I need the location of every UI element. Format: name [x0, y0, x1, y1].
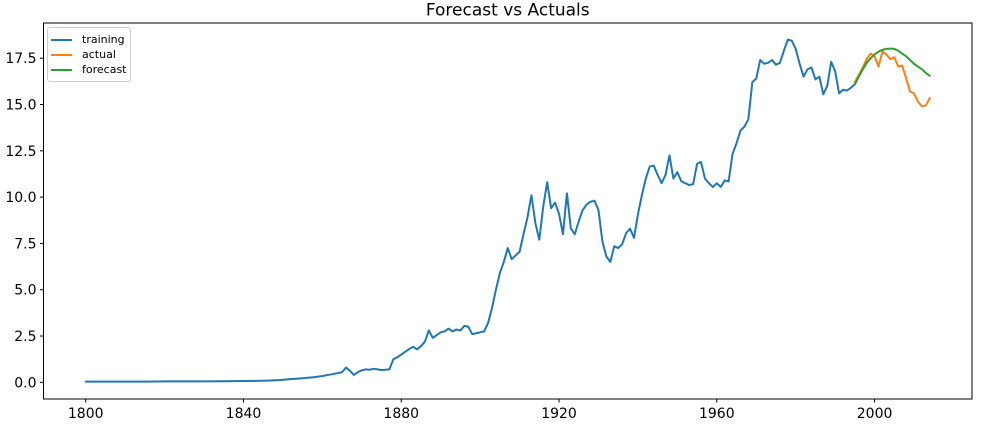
y-tick-label: 17.5	[5, 51, 36, 67]
y-tick-label: 12.5	[5, 144, 36, 160]
y-axis: 0.0 2.5 5.0 7.5 10.0 12.5 15.0 17.5	[5, 51, 44, 391]
actual-line-icon	[51, 53, 72, 56]
x-tick-label: 1880	[383, 406, 419, 422]
series-line-actual	[853, 50, 931, 108]
forecast-line-icon	[51, 68, 72, 71]
y-tick-label: 2.5	[14, 329, 36, 345]
legend: training actual forecast	[47, 27, 131, 82]
legend-label-training: training	[82, 33, 125, 46]
chart-title: Forecast vs Actuals	[426, 1, 590, 21]
x-tick-label: 1920	[541, 406, 577, 422]
y-tick-label: 10.0	[5, 190, 36, 206]
y-tick-label: 7.5	[14, 236, 36, 252]
legend-item-forecast: forecast	[51, 63, 127, 76]
x-tick-label: 2000	[857, 406, 893, 422]
plot-frame	[43, 22, 973, 400]
legend-item-actual: actual	[51, 48, 124, 61]
y-tick-label: 15.0	[5, 97, 36, 113]
legend-item-training: training	[51, 33, 125, 46]
x-tick-label: 1840	[226, 406, 262, 422]
x-tick-label: 1960	[699, 406, 735, 422]
legend-label-forecast: forecast	[82, 63, 127, 76]
training-line-icon	[51, 38, 72, 41]
x-axis: 1800 1840 1880 1920 1960 2000	[68, 399, 893, 422]
plot-lines	[84, 38, 931, 383]
series-line-forecast	[853, 47, 931, 86]
x-tick-label: 1800	[68, 406, 104, 422]
series-line-training	[84, 38, 856, 383]
y-tick-label: 0.0	[14, 375, 36, 391]
legend-label-actual: actual	[82, 48, 116, 61]
y-tick-label: 5.0	[14, 283, 36, 299]
